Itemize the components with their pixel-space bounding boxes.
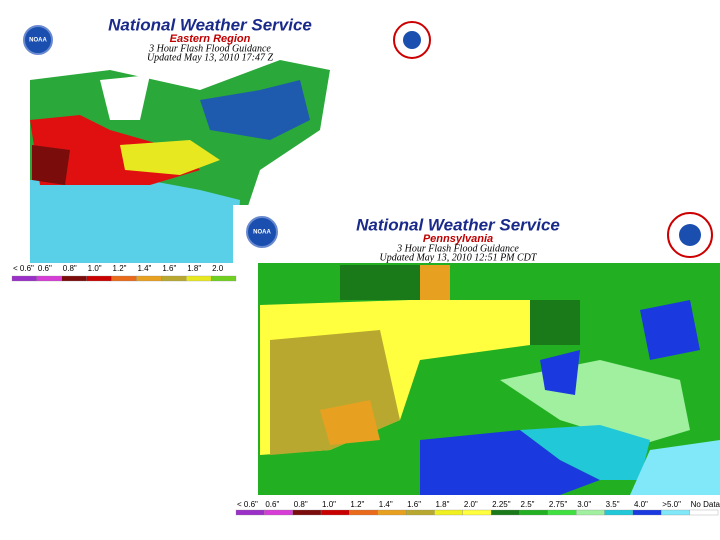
legend-swatch <box>11 275 38 282</box>
legend-swatch <box>547 509 577 516</box>
legend-swatch <box>320 509 350 516</box>
legend-swatch <box>632 509 662 516</box>
logo <box>23 25 53 55</box>
legend-label: 1.6" <box>407 500 421 509</box>
cyan-zone <box>520 425 650 480</box>
seal-center <box>679 224 701 246</box>
dark-green-2 <box>530 300 580 345</box>
legend-swatch <box>235 509 265 516</box>
legend-label: 2.5" <box>521 500 535 509</box>
legend-label: 1.2" <box>350 500 364 509</box>
legend-swatch <box>292 509 322 516</box>
legend-label: 2.0" <box>464 500 478 509</box>
legend-label: 0.8" <box>63 264 77 273</box>
legend-swatch <box>462 509 492 516</box>
legend-label: 2.0 <box>212 264 224 273</box>
legend-label: 1.6" <box>162 264 176 273</box>
region: Eastern Region <box>170 33 251 45</box>
header-bg <box>8 15 440 65</box>
dark-red <box>32 145 70 185</box>
subtitle: 3 Hour Flash Flood Guidance <box>148 43 271 54</box>
legend-swatch <box>136 275 162 282</box>
title: National Weather Service <box>108 15 312 34</box>
legend-swatch <box>61 275 87 282</box>
legend-swatch <box>377 509 407 516</box>
blue-south <box>420 430 600 495</box>
legend-label: 1.2" <box>113 264 127 273</box>
legend-swatch <box>491 509 520 516</box>
legend-label: 2.25" <box>492 500 511 509</box>
subtitle: 3 Hour Flash Flood Guidance <box>396 243 519 254</box>
legend-swatch <box>661 509 690 516</box>
eastern-map: NOAA National Weather Service Eastern Re… <box>8 15 440 265</box>
legend-swatch <box>519 509 549 516</box>
legend-label: 1.8" <box>187 264 201 273</box>
logo <box>246 216 278 248</box>
legend-swatch <box>434 509 463 516</box>
legend-swatch <box>264 509 293 516</box>
updated: Updated May 13, 2010 12:51 PM CDT <box>380 252 538 263</box>
legend-swatch <box>405 509 435 516</box>
legend-label: 3.0" <box>577 500 591 509</box>
legend-label: 4.0" <box>634 500 648 509</box>
legend-label: 3.5" <box>606 500 620 509</box>
legend-label: < 0.6" <box>237 500 258 509</box>
legend-swatch <box>604 509 634 516</box>
legend-swatch <box>349 509 378 516</box>
legend-label: 0.6" <box>38 264 52 273</box>
legend-label: < 0.6" <box>13 264 34 273</box>
legend-label: 0.6" <box>265 500 279 509</box>
seal-center <box>403 31 421 49</box>
logo-text: NOAA <box>29 38 47 44</box>
legend-swatch <box>689 509 719 516</box>
legend-label: 1.4" <box>137 264 151 273</box>
orange-county <box>420 265 450 300</box>
title: National Weather Service <box>356 215 560 234</box>
south-region <box>30 175 240 265</box>
legend-label: No Data <box>691 500 720 509</box>
legend-label: >5.0" <box>662 500 681 509</box>
logo-text: NOAA <box>253 230 271 236</box>
updated: Updated May 13, 2010 17:47 Z <box>147 52 274 63</box>
legend-swatch <box>111 275 137 282</box>
legend-swatch <box>161 275 187 282</box>
legend-swatch <box>210 275 237 282</box>
legend-label: 1.4" <box>379 500 393 509</box>
legend-label: 1.0" <box>88 264 102 273</box>
dark-green <box>340 265 420 300</box>
pa-map: NOAA National Weather Service Pennsylvan… <box>233 205 720 495</box>
legend-label: 2.75" <box>549 500 568 509</box>
legend-label: 1.8" <box>435 500 449 509</box>
legend-label: 0.8" <box>294 500 308 509</box>
legend-label: 1.0" <box>322 500 336 509</box>
light-cyan <box>630 440 720 495</box>
lake <box>100 75 150 120</box>
yellow-zone <box>120 140 220 175</box>
legend-swatch <box>576 509 605 516</box>
legend-swatch <box>86 275 112 282</box>
region: Pennsylvania <box>423 233 493 245</box>
blue-zone <box>200 80 310 140</box>
blue-county <box>540 350 580 395</box>
legend-swatch <box>186 275 212 282</box>
blue-county-2 <box>640 300 700 360</box>
margin <box>233 263 258 495</box>
orange-zone <box>320 400 380 445</box>
legend-swatch <box>36 275 62 282</box>
header-bg <box>233 205 720 263</box>
